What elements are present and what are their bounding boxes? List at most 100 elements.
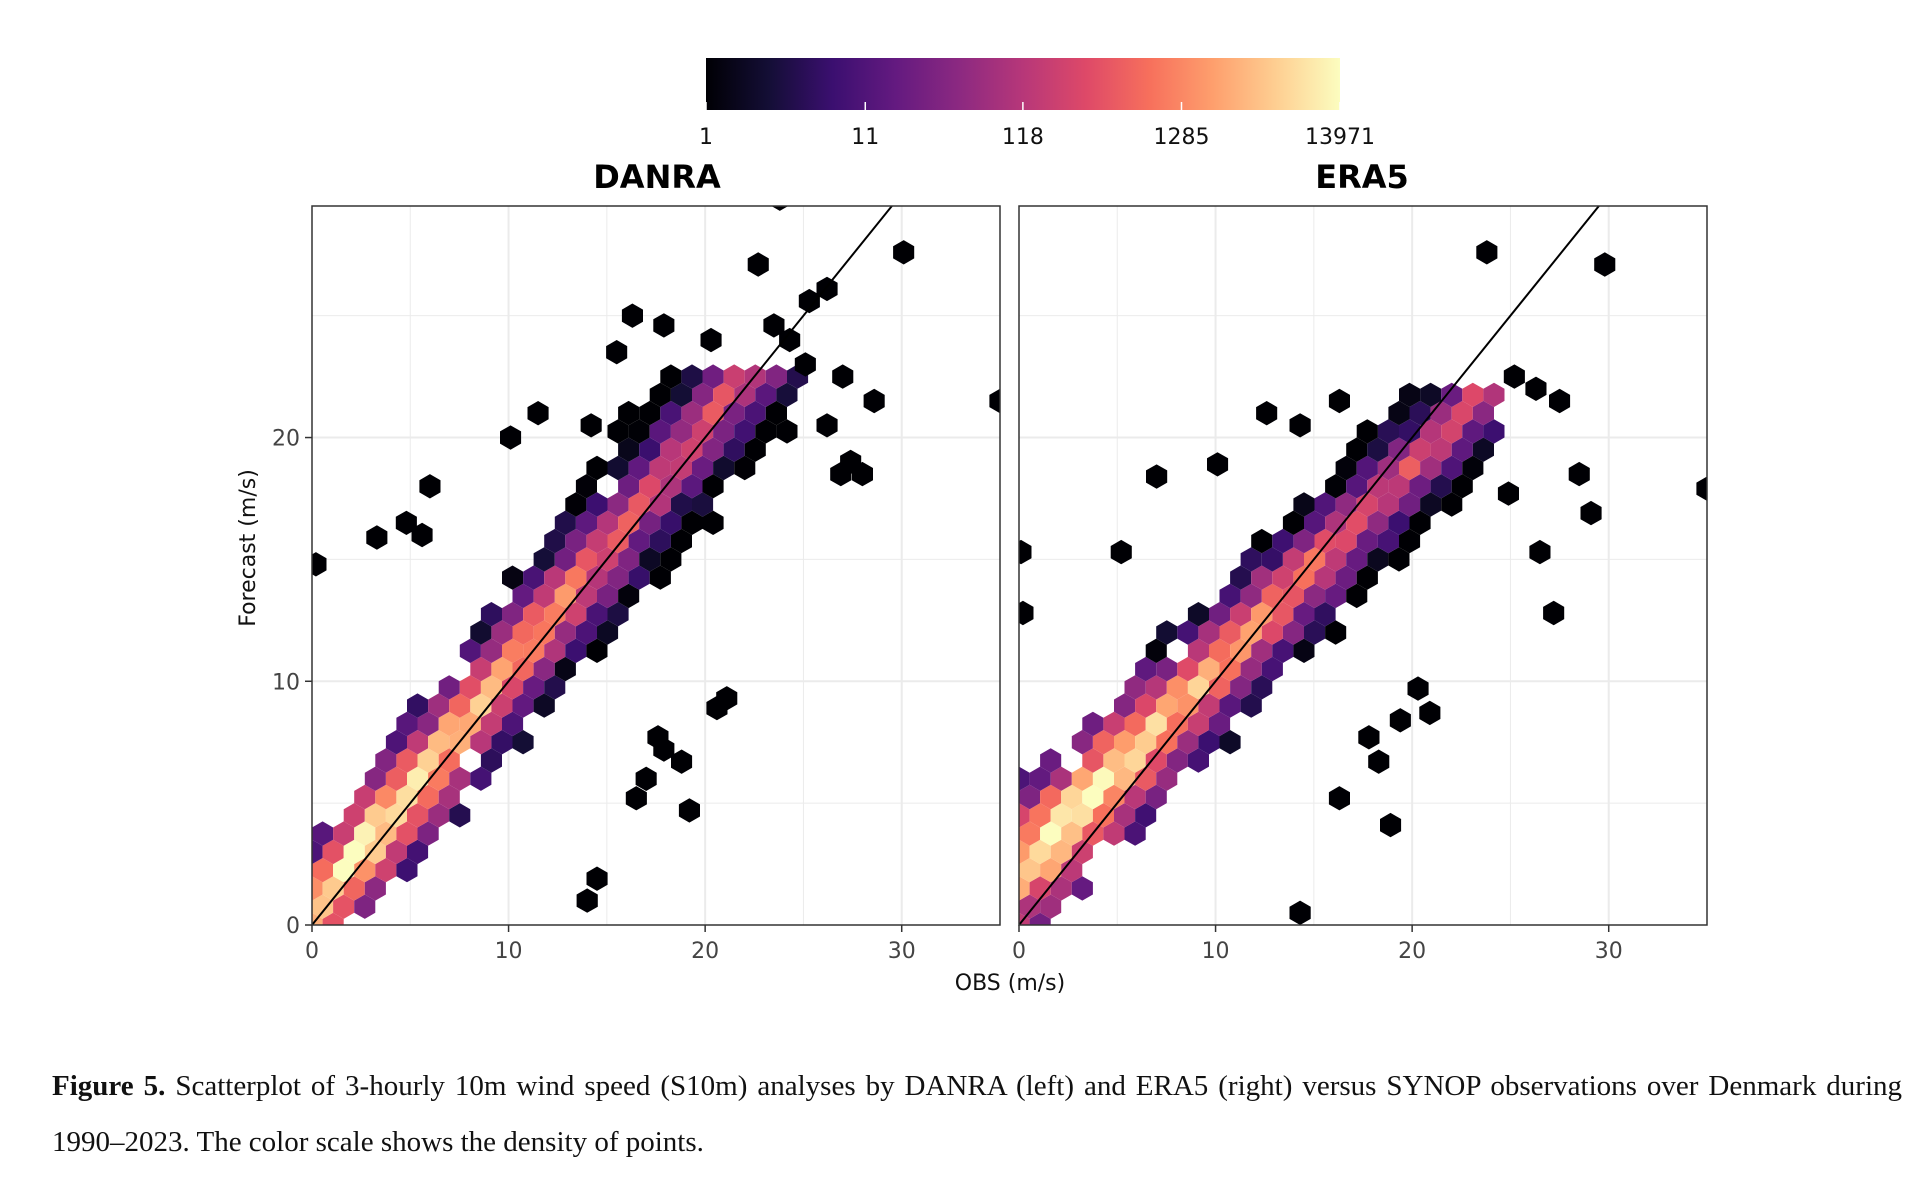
hex-bin — [1240, 547, 1262, 572]
figure-caption: Figure 5. Scatterplot of 3-hourly 10m wi… — [52, 1058, 1902, 1170]
hex-bin — [628, 565, 650, 590]
hex-bin — [692, 492, 714, 517]
hex-bin — [512, 620, 534, 645]
hex-bin — [523, 565, 545, 590]
hex-bin — [554, 547, 576, 572]
outlier-bin — [1380, 812, 1402, 838]
hex-bin — [628, 492, 650, 517]
outlier-bin — [771, 206, 789, 211]
colorbar-ticks: 1 11 118 1285 13971 — [699, 102, 1375, 150]
hex-bin — [1124, 675, 1146, 700]
hex-bin — [1082, 748, 1104, 773]
hex-bin — [670, 419, 692, 444]
hex-bin — [1103, 748, 1125, 773]
outlier-bin — [816, 276, 838, 302]
outlier-bin — [586, 866, 608, 891]
hex-bin — [1356, 419, 1378, 444]
panel-border — [1018, 205, 1708, 926]
hex-bin — [1335, 492, 1357, 517]
hex-bin — [417, 784, 439, 810]
hex-bin — [1187, 711, 1209, 737]
hex-bin — [649, 455, 671, 481]
hex-bin — [1325, 620, 1347, 645]
hex-bin — [1156, 656, 1178, 682]
hex-bin — [533, 693, 555, 718]
hex-bin — [1441, 492, 1463, 517]
hex-bin — [1293, 565, 1315, 590]
hex-bin — [1177, 620, 1199, 645]
hex-bin — [312, 876, 323, 901]
hex-bin — [1040, 894, 1062, 919]
hex-bin — [1050, 803, 1072, 828]
x-tick-label: 0 — [305, 939, 319, 964]
hex-bin — [333, 894, 355, 919]
hex-bin — [723, 364, 745, 389]
hex-bin — [1272, 638, 1294, 663]
outlier-bin — [1525, 376, 1547, 401]
outlier-bin — [1503, 364, 1525, 389]
hex-bin — [639, 510, 661, 535]
outlier-bin — [763, 313, 785, 338]
x-tick-label: 10 — [1202, 939, 1230, 964]
hex-bin — [1061, 858, 1083, 883]
hex-bin — [1019, 766, 1030, 791]
hex-bin — [1209, 638, 1231, 663]
hex-bin — [480, 602, 502, 627]
hex-bin — [1135, 656, 1157, 682]
hex-bin — [565, 638, 587, 663]
hex-bin — [1145, 711, 1167, 737]
hex-bin — [660, 400, 682, 426]
outlier-bin — [621, 303, 643, 328]
hex-bin — [618, 400, 640, 426]
hex-bin — [407, 693, 429, 718]
hex-bin — [364, 766, 386, 791]
hex-bin — [502, 675, 524, 700]
hex-bin — [554, 583, 576, 609]
hex-bin — [491, 730, 513, 755]
outlier-bin — [798, 288, 820, 314]
hex-bin — [1029, 839, 1051, 865]
hex-bin — [1040, 748, 1062, 773]
hex-bin — [649, 419, 671, 444]
hex-bin — [723, 437, 745, 462]
hex-bin — [449, 766, 471, 791]
hex-bin — [1240, 656, 1262, 682]
outlier-bin — [1419, 700, 1441, 726]
outlier-bin — [1594, 252, 1616, 277]
hex-bin — [354, 858, 376, 883]
outlier-bin — [1289, 413, 1311, 438]
hex-bin — [544, 638, 566, 663]
hex-bin — [618, 547, 640, 572]
hex-bin — [1092, 766, 1114, 791]
hex-bin — [1071, 730, 1093, 755]
hex-bin — [670, 382, 692, 407]
hex-bin — [523, 602, 545, 627]
hex-bin — [385, 803, 407, 828]
hex-bin — [1451, 400, 1473, 426]
hex-bin — [670, 528, 692, 554]
hex-bin — [1462, 455, 1484, 481]
hex-bin — [1061, 821, 1083, 846]
hex-bin — [1019, 858, 1041, 883]
hex-bin — [438, 748, 460, 773]
hex-bin — [1388, 474, 1410, 499]
hex-bin — [1219, 656, 1241, 682]
hex-bin — [1346, 547, 1368, 572]
outlier-bin — [1696, 476, 1707, 501]
hex-bin — [776, 382, 798, 407]
hex-bin — [385, 766, 407, 791]
hex-bin — [1356, 455, 1378, 481]
hex-bin — [639, 474, 661, 499]
hex-bin — [533, 620, 555, 645]
hex-bin — [322, 839, 344, 865]
hex-bin — [1314, 602, 1336, 627]
hex-bin — [438, 784, 460, 810]
hex-bin — [1251, 675, 1273, 700]
hex-bin — [470, 766, 492, 791]
hex-bin — [417, 748, 439, 773]
hex-bin — [649, 528, 671, 554]
hex-bin — [618, 474, 640, 499]
hex-bin — [1420, 492, 1442, 517]
hex-bin — [575, 510, 597, 535]
x-tick-label: 0 — [1012, 939, 1026, 964]
